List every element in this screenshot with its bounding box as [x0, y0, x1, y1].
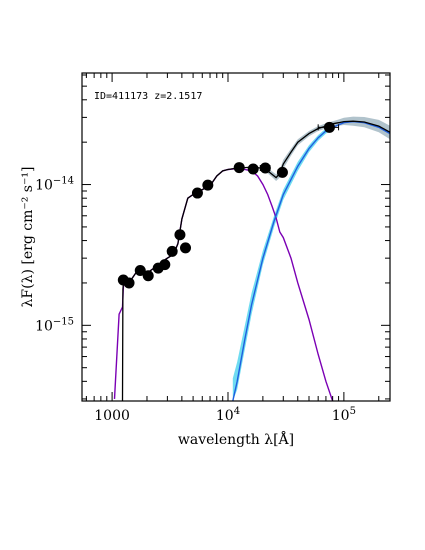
dust-model-line — [232, 120, 390, 401]
photometry-point-12 — [233, 162, 245, 174]
x-tick-label-3: 105 — [332, 406, 356, 424]
photometry-point-7 — [166, 245, 178, 257]
photometry-point-16 — [323, 121, 335, 133]
photometry-point-9 — [180, 242, 192, 254]
photometry-point-2 — [123, 277, 135, 289]
y-axis-label: λF(λ) [erg cm⁻² s⁻¹] — [20, 167, 36, 308]
source-annotation: ID=411173 z=2.1517 — [94, 91, 202, 102]
photometry-point-13 — [247, 163, 259, 175]
total-band-uncertainty — [262, 116, 390, 181]
y-tick-label-2: 10−14 — [35, 176, 74, 194]
stellar-model-line — [113, 167, 334, 401]
photometry-point-14 — [259, 162, 271, 174]
photometry-point-3 — [134, 265, 146, 277]
x-tick-label-1: 1000 — [94, 408, 130, 424]
photometry-point-10 — [191, 187, 203, 199]
photometry-point-11 — [202, 179, 214, 191]
plot-frame — [81, 72, 391, 402]
x-axis-label: wavelength λ[Å] — [178, 430, 294, 448]
photometry-point-8 — [174, 229, 186, 241]
photometry-point-4 — [142, 270, 154, 282]
photometry-point-6 — [159, 259, 171, 271]
x-tick-label-2: 104 — [216, 406, 240, 424]
photometry-point-15 — [276, 166, 288, 178]
y-tick-label-1: 10−15 — [35, 316, 74, 334]
